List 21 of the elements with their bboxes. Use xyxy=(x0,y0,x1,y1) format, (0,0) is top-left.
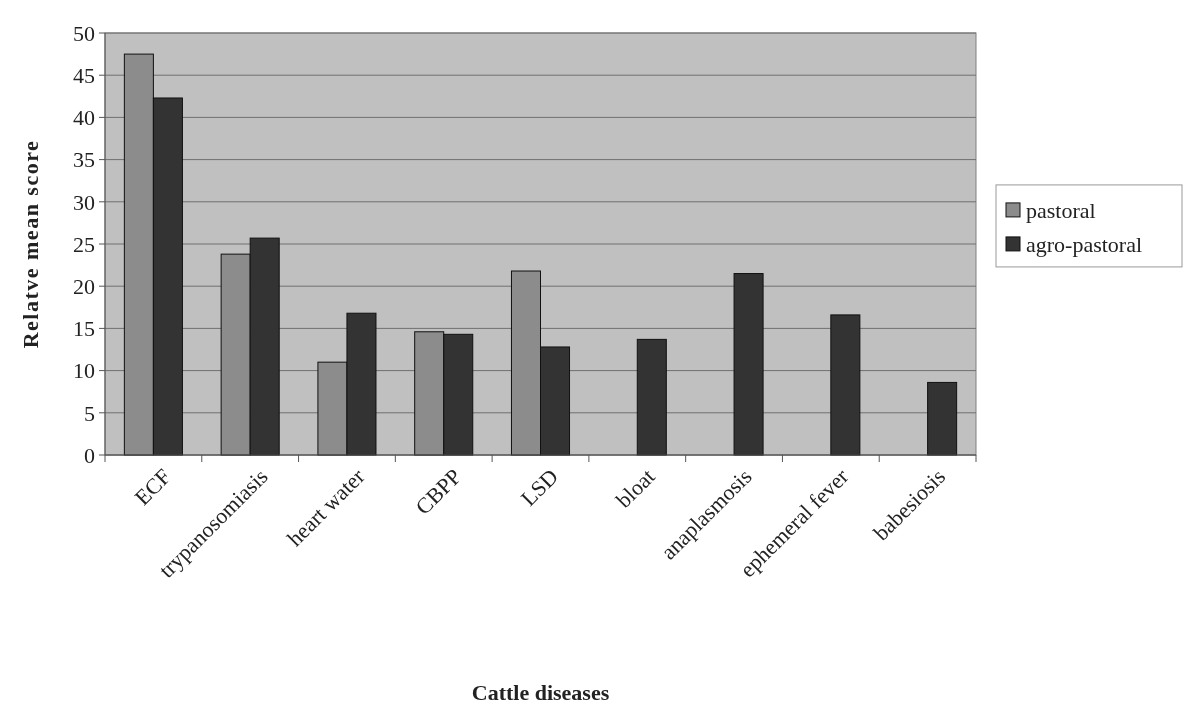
bar xyxy=(830,314,861,456)
legend-label: agro-pastoral xyxy=(1026,231,1143,257)
y-tick-label: 15 xyxy=(73,316,95,342)
bar xyxy=(636,338,667,456)
y-tick-label: 35 xyxy=(73,147,95,173)
y-tick-label: 20 xyxy=(73,273,95,299)
y-tick-label: 5 xyxy=(84,400,95,426)
bar xyxy=(927,381,958,456)
y-tick-label: 50 xyxy=(73,20,95,46)
x-tick-label: bloat xyxy=(610,463,660,513)
y-tick-label: 0 xyxy=(84,442,95,468)
y-tick-label: 30 xyxy=(73,189,95,215)
x-axis-title: Cattle diseases xyxy=(471,680,610,705)
y-tick-label: 10 xyxy=(73,358,95,384)
y-axis-title: Relatve mean score xyxy=(18,139,43,349)
y-tick-label: 40 xyxy=(73,105,95,131)
y-tick-label: 25 xyxy=(73,231,95,257)
x-tick-label: LSD xyxy=(515,463,563,511)
bar xyxy=(733,273,764,456)
legend-label: pastoral xyxy=(1026,197,1096,223)
y-tick-label: 45 xyxy=(73,62,95,88)
